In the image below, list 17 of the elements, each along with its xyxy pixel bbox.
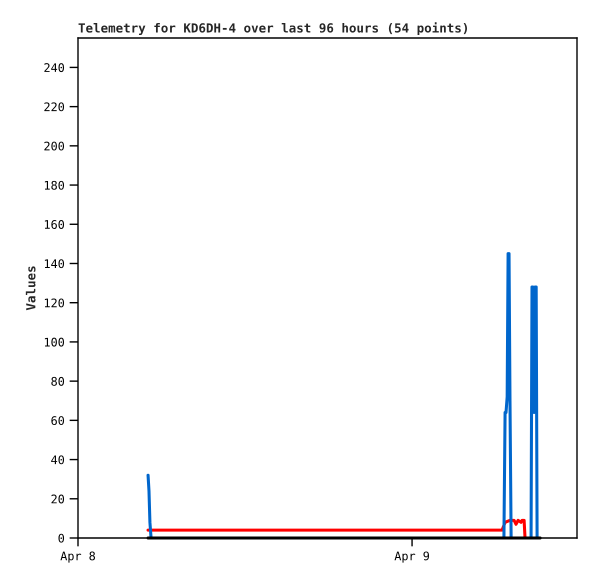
y-tick-label: 40 xyxy=(51,455,64,464)
chart-title: Telemetry for KD6DH-4 over last 96 hours (54 points) xyxy=(78,22,467,36)
y-axis-title: Values xyxy=(26,266,36,310)
y-tick-label: 220 xyxy=(44,102,64,112)
y-tick-label: 60 xyxy=(51,416,64,426)
x-tick-label: Apr 8 xyxy=(60,551,96,563)
y-tick-label: 0 xyxy=(58,534,64,543)
y-tick-label: 180 xyxy=(44,180,64,190)
y-tick-label: 100 xyxy=(44,338,64,347)
y-tick-label: 20 xyxy=(51,494,64,504)
x-tick-label: Apr 9 xyxy=(394,551,430,563)
y-tick-label: 140 xyxy=(44,259,64,268)
y-tick-label: 120 xyxy=(44,298,64,308)
y-tick-label: 240 xyxy=(44,63,64,72)
y-tick-label: 160 xyxy=(44,220,64,229)
y-tick-label: 200 xyxy=(44,142,64,151)
y-tick-label: 80 xyxy=(51,376,64,386)
